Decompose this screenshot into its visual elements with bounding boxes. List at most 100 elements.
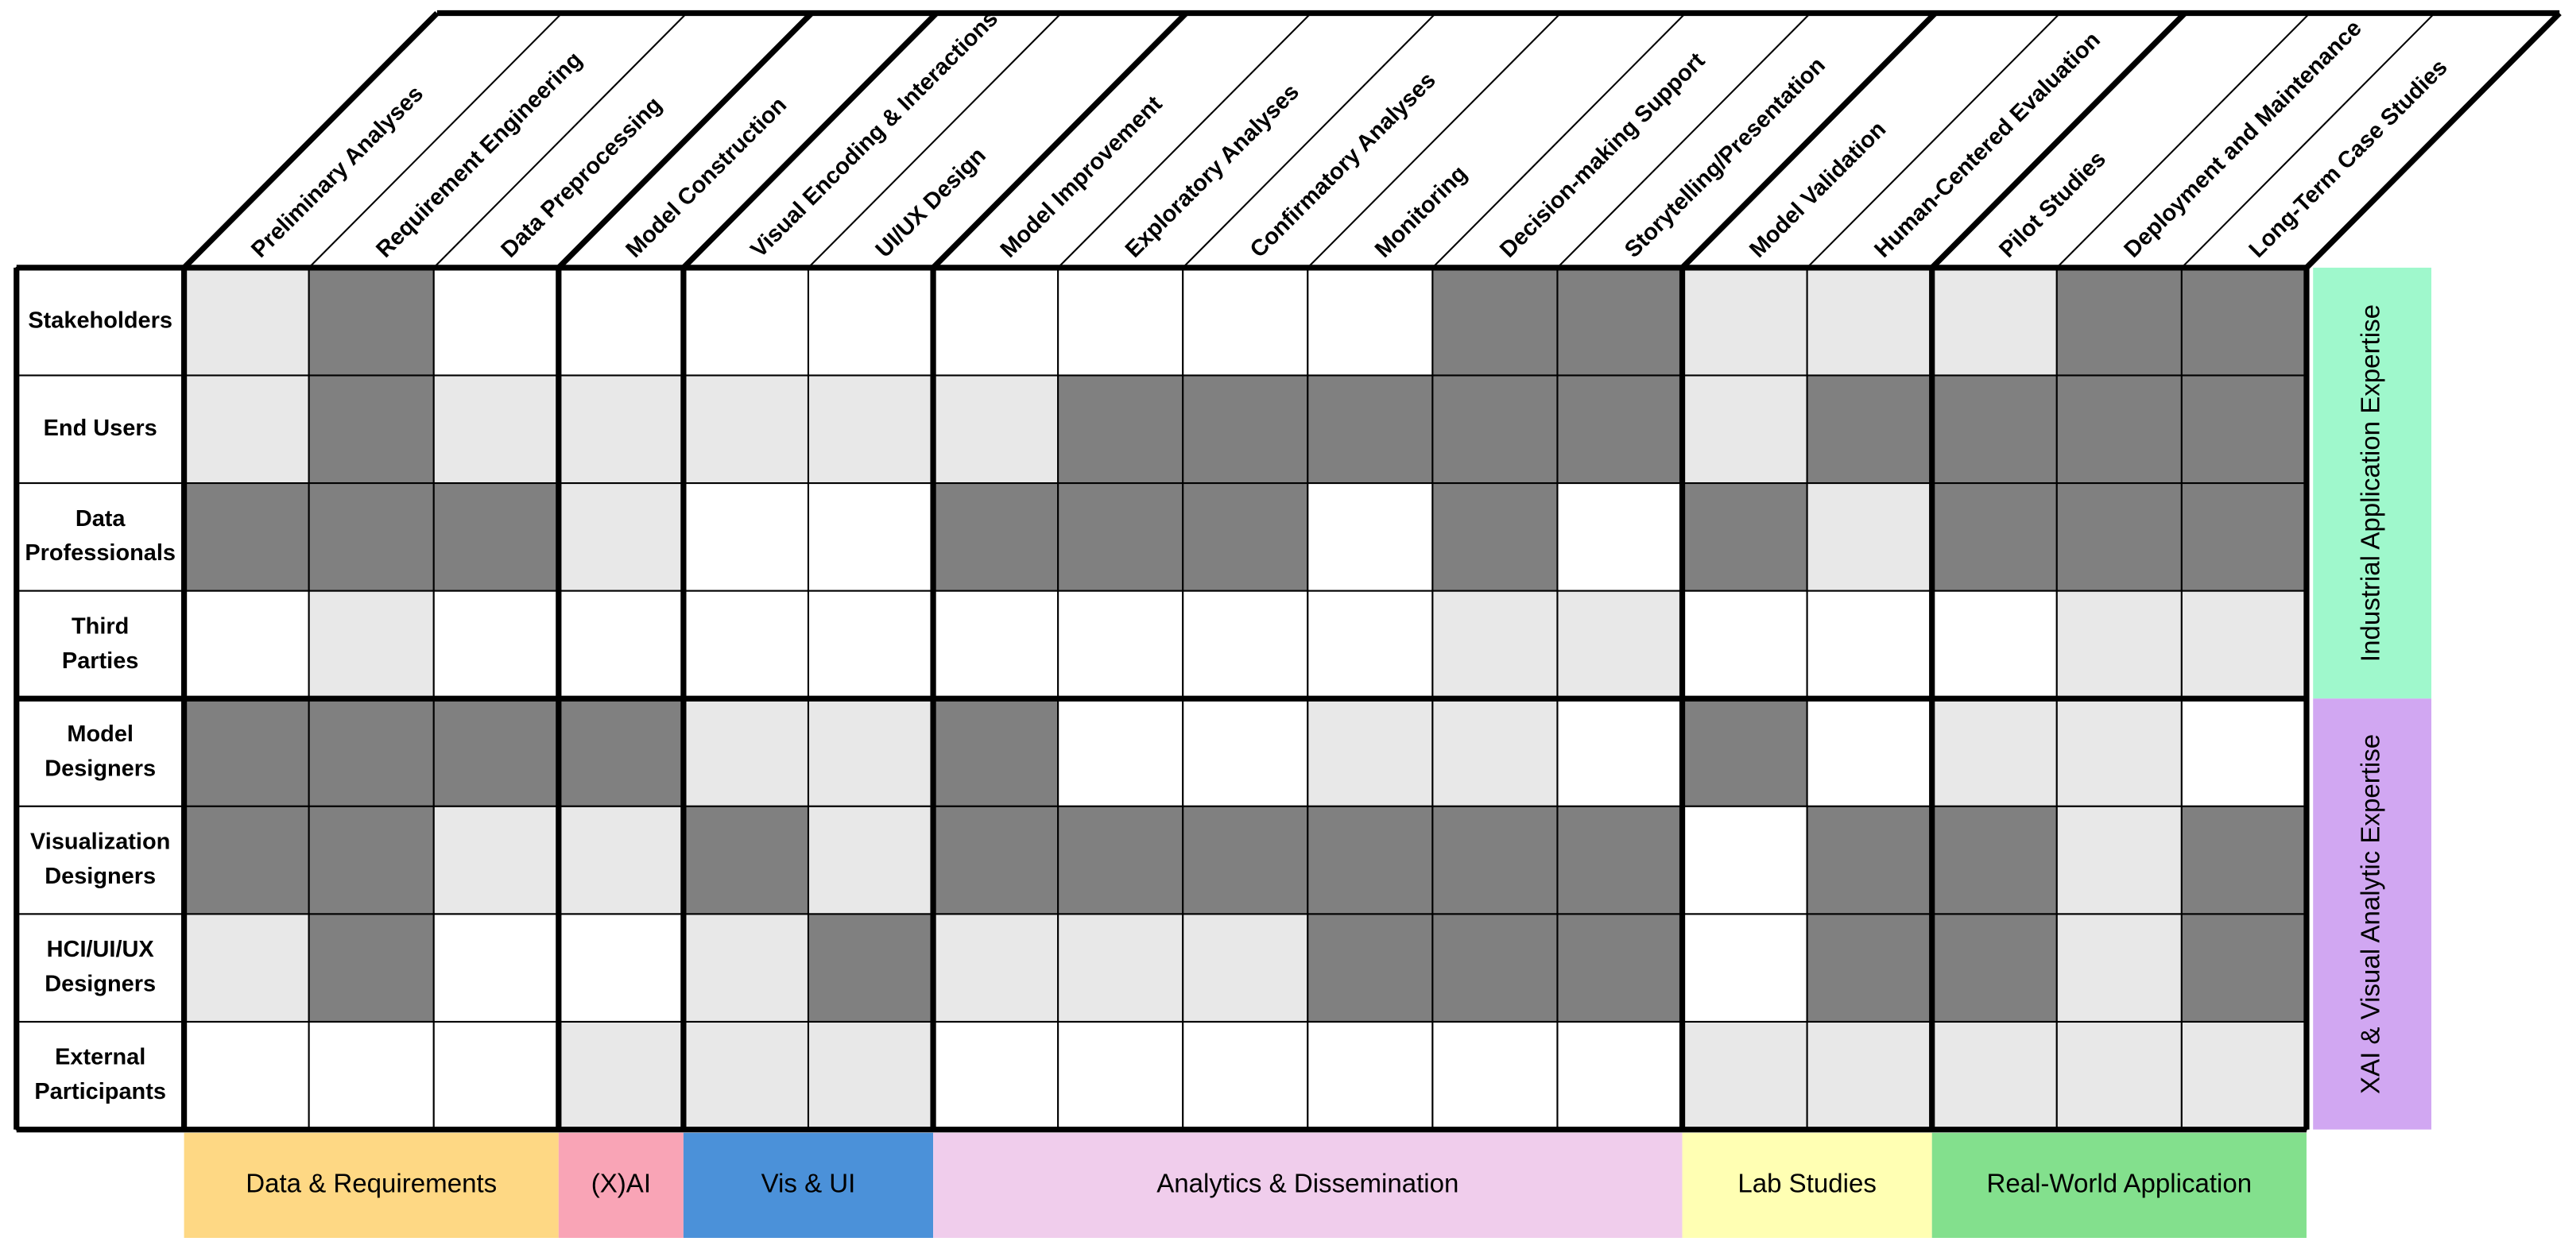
cell <box>308 374 435 485</box>
cell <box>1307 266 1434 377</box>
cell <box>1681 913 1808 1023</box>
cell <box>1931 482 2058 592</box>
cell <box>432 590 560 700</box>
cell <box>1431 482 1559 592</box>
cell <box>2180 698 2307 807</box>
cell <box>557 1020 684 1131</box>
cell <box>2055 1020 2183 1131</box>
cell <box>308 482 435 592</box>
cell <box>1806 913 1933 1023</box>
cell <box>682 805 810 915</box>
header-divider <box>808 12 1063 269</box>
cell <box>807 805 935 915</box>
cell <box>1681 698 1808 807</box>
row-label-cell <box>15 913 185 1023</box>
cell <box>2180 590 2307 700</box>
cell <box>2180 805 2307 915</box>
column-group-band <box>683 1132 934 1238</box>
cell <box>1057 1020 1184 1131</box>
header-divider <box>1556 12 1811 269</box>
cell <box>432 1020 560 1131</box>
header-divider <box>1307 12 1562 269</box>
cell <box>807 590 935 700</box>
cell <box>1556 698 1683 807</box>
cell <box>1556 805 1683 915</box>
cell <box>2180 913 2307 1023</box>
cell <box>557 805 684 915</box>
cell <box>1182 590 1309 700</box>
cell <box>1307 482 1434 592</box>
cell <box>2055 590 2183 700</box>
cell <box>1182 698 1309 807</box>
cell <box>1182 1020 1309 1131</box>
cell <box>807 913 935 1023</box>
cell <box>1681 1020 1808 1131</box>
cell <box>432 482 560 592</box>
cell <box>1431 805 1559 915</box>
cell <box>432 374 560 485</box>
column-group-label: (X)AI <box>591 1170 651 1199</box>
cell <box>2180 1020 2307 1131</box>
cell <box>1681 482 1808 592</box>
column-group-label: Vis & UI <box>761 1170 856 1199</box>
column-group-band <box>1682 1132 1932 1238</box>
cell <box>183 374 310 485</box>
column-label: Human-Centered Evaluation <box>1869 27 2105 262</box>
cell <box>308 805 435 915</box>
cell <box>1057 805 1184 915</box>
column-label: Pilot Studies <box>1994 146 2110 262</box>
cell <box>183 698 310 807</box>
cell <box>2055 482 2183 592</box>
cell <box>1806 1020 1933 1131</box>
cell <box>932 482 1059 592</box>
row-group-label: Industrial Application Expertise <box>2356 304 2385 662</box>
cell <box>807 1020 935 1131</box>
cell <box>2055 805 2183 915</box>
cell <box>432 266 560 377</box>
cell <box>682 698 810 807</box>
cell <box>682 590 810 700</box>
row-label: Professionals <box>25 540 176 566</box>
header-divider <box>433 12 688 269</box>
cell <box>932 805 1059 915</box>
cell <box>1931 266 2058 377</box>
cell <box>1556 266 1683 377</box>
header-divider <box>931 10 1188 270</box>
cell <box>557 374 684 485</box>
cell <box>1057 266 1184 377</box>
row-group-label: XAI & Visual Analytic Expertise <box>2356 734 2385 1094</box>
cell <box>1182 482 1309 592</box>
cell <box>932 913 1059 1023</box>
cell <box>1182 266 1309 377</box>
cell <box>1431 266 1559 377</box>
cell <box>807 482 935 592</box>
cell <box>183 266 310 377</box>
header-divider <box>1679 10 1938 270</box>
cell <box>2180 482 2307 592</box>
column-group-band <box>558 1132 684 1238</box>
cell <box>932 266 1059 377</box>
cell <box>308 698 435 807</box>
header-divider <box>681 10 939 270</box>
cell <box>308 1020 435 1131</box>
cell <box>2055 374 2183 485</box>
cell <box>1307 1020 1434 1131</box>
cell <box>308 590 435 700</box>
row-label: Data <box>76 506 126 532</box>
cell <box>1556 1020 1683 1131</box>
cell <box>2180 374 2307 485</box>
cell <box>1931 374 2058 485</box>
cell <box>1806 374 1933 485</box>
cell <box>557 698 684 807</box>
cell <box>1931 805 2058 915</box>
cell <box>1431 698 1559 807</box>
row-label: Designers <box>45 972 156 997</box>
cell <box>1307 698 1434 807</box>
cell <box>432 698 560 807</box>
cell <box>1806 698 1933 807</box>
row-label: External <box>55 1045 145 1070</box>
cell <box>308 913 435 1023</box>
header-divider <box>1806 12 2061 269</box>
cell <box>557 913 684 1023</box>
row-label: Parties <box>62 648 138 674</box>
